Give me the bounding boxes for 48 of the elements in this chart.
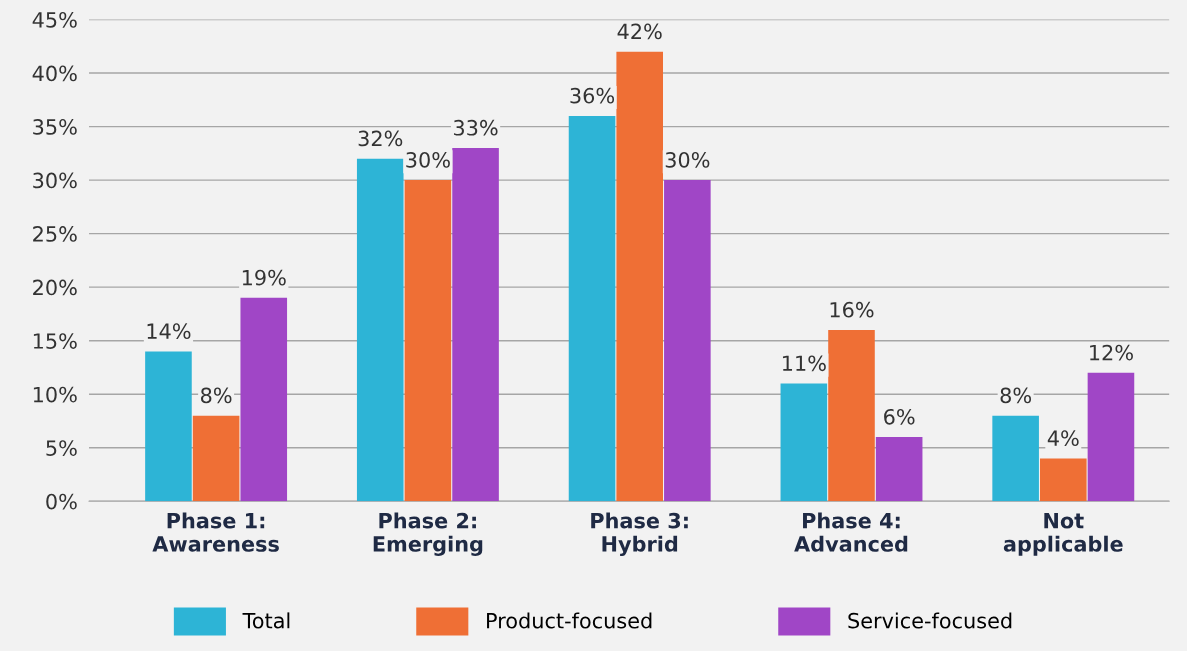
data-label: 42%: [617, 23, 662, 40]
y-tick-label: 25%: [33, 226, 77, 242]
bar: [828, 329, 875, 502]
data-label: 19%: [242, 269, 286, 286]
y-tick-label: 20%: [33, 279, 77, 296]
bar: [992, 415, 1039, 502]
y-tick-label: 10%: [33, 386, 77, 403]
x-tick-label: Phase 1: Awareness: [152, 512, 279, 552]
data-label: 32%: [358, 130, 403, 147]
data-label: 11%: [782, 355, 826, 372]
data-label: 16%: [830, 301, 874, 318]
x-tick-label: Not applicable: [1003, 513, 1123, 556]
bar: [356, 158, 404, 502]
x-tick-label: Phase 2: Emerging: [373, 512, 483, 557]
data-label: 36%: [570, 87, 615, 104]
legend-label: Service-focused: [848, 612, 1012, 629]
bar: [192, 415, 240, 502]
bar: [1087, 372, 1135, 502]
data-label: 4%: [1047, 430, 1079, 447]
bar: [145, 351, 192, 502]
legend-label: Total: [242, 612, 290, 629]
bar: [616, 51, 663, 502]
y-tick-label: 35%: [33, 119, 77, 135]
data-label: 8%: [200, 387, 232, 404]
y-tick-label: 30%: [33, 172, 77, 189]
y-tick-label: 45%: [32, 11, 77, 28]
data-label: 30%: [665, 151, 710, 168]
data-label: 14%: [147, 323, 191, 340]
data-label: 6%: [884, 408, 915, 425]
y-tick-label: 15%: [33, 333, 77, 349]
x-tick-label: Phase 3: Hybrid: [591, 512, 688, 557]
data-label: 12%: [1090, 344, 1133, 361]
bar: [1040, 458, 1087, 502]
x-tick-label: Phase 4: Advanced: [794, 512, 908, 552]
data-label: 8%: [1000, 387, 1032, 404]
data-label: 33%: [453, 119, 498, 136]
data-label: 30%: [406, 151, 450, 168]
y-tick-label: 40%: [32, 65, 77, 82]
bar: [568, 115, 616, 502]
bar: [664, 180, 711, 502]
bar: [780, 383, 828, 502]
bar: [240, 297, 288, 502]
y-tick-label: 0%: [46, 493, 77, 510]
bar: [875, 437, 923, 502]
bar: [404, 180, 452, 502]
y-tick-label: 5%: [46, 440, 77, 456]
bar: [452, 147, 499, 502]
legend-label: Product-focused: [487, 612, 652, 629]
